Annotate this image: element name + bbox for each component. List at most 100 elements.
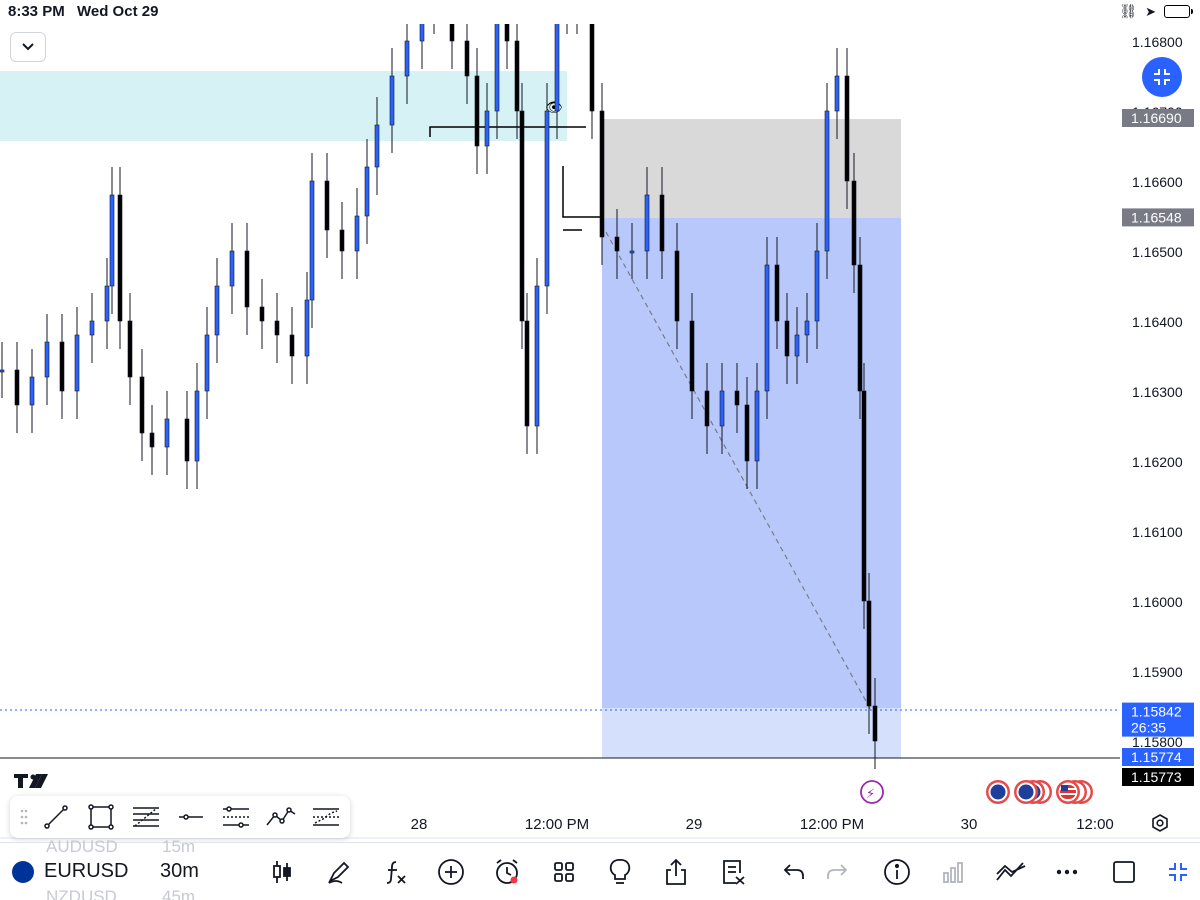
countdown-label: 26:35 <box>1131 720 1166 736</box>
link-icon: ⛓ <box>1119 3 1138 19</box>
take-profit-zone[interactable] <box>602 218 901 708</box>
chart-stats-button[interactable] <box>936 855 970 889</box>
trading-button[interactable] <box>994 855 1028 889</box>
price-tag: 1.15842 <box>1131 704 1182 720</box>
redo-icon <box>827 864 848 879</box>
collapse-icon <box>1169 863 1187 881</box>
equal-highs-line[interactable] <box>429 126 586 137</box>
add-button[interactable] <box>434 855 468 889</box>
candle-body <box>29 376 35 406</box>
symbol-selector[interactable]: EURUSD <box>44 860 129 882</box>
price-scale-label: 1.16400 <box>1132 314 1183 330</box>
alert-button[interactable] <box>490 855 524 889</box>
candle-body <box>89 320 95 336</box>
fib-retracement-tool[interactable] <box>125 799 167 835</box>
candle-body <box>764 264 770 392</box>
indicators-button[interactable] <box>378 855 412 889</box>
price-scale[interactable]: 1.168001.167001.166001.165001.164001.163… <box>1132 34 1183 750</box>
rectangle-icon <box>1113 861 1135 883</box>
share-button[interactable] <box>659 855 693 889</box>
layouts-button[interactable] <box>547 855 581 889</box>
redo-button[interactable] <box>820 855 854 889</box>
time-scale[interactable]: 28 12:00 PM 29 12:00 PM 30 12:00 <box>411 816 1114 833</box>
eu-events-group-icon[interactable] <box>1014 780 1052 804</box>
ghost-symbol-above: AUDUSD <box>46 837 118 856</box>
price-tag-bg <box>1122 208 1194 227</box>
pitchfork-tool[interactable] <box>305 799 347 835</box>
interval-selector[interactable]: 30m <box>160 860 199 882</box>
add-icon <box>438 859 464 885</box>
candle-body <box>289 334 295 357</box>
eu-event-icon[interactable] <box>986 780 1010 804</box>
status-icons: ⛓ ➤ <box>1119 3 1193 20</box>
ghost-interval-below: 45m <box>162 887 196 900</box>
flash-event-icon[interactable]: ⚡ <box>860 780 884 804</box>
supply-zone[interactable] <box>0 71 567 141</box>
chart-stats-icon <box>943 862 963 883</box>
price-scale-label: 1.16200 <box>1132 454 1183 470</box>
price-tag-bg <box>1122 748 1194 766</box>
candle-body <box>589 24 595 112</box>
candle-body <box>204 334 210 392</box>
undo-button[interactable] <box>777 855 811 889</box>
layouts-icon <box>554 862 574 882</box>
price-tag: 1.15773 <box>1131 769 1182 785</box>
trend-line-tool[interactable] <box>35 799 77 835</box>
svg-text:⚡: ⚡ <box>866 786 875 801</box>
horizontal-line-tool[interactable] <box>170 799 212 835</box>
info-button[interactable] <box>880 855 914 889</box>
rectangle-tool[interactable] <box>80 799 122 835</box>
candle-body <box>364 166 370 217</box>
more-button[interactable] <box>1050 855 1084 889</box>
price-tag: 1.16548 <box>1131 209 1182 225</box>
us-events-group-icon[interactable] <box>1056 780 1093 804</box>
candle-body <box>644 194 650 252</box>
ideas-button[interactable] <box>603 855 637 889</box>
collapse-button[interactable] <box>1161 855 1195 889</box>
break-line[interactable] <box>562 166 601 218</box>
rectangle-tool-icon <box>88 804 114 830</box>
candle-body <box>74 334 80 392</box>
candle-body <box>674 250 680 322</box>
path-tool[interactable] <box>260 799 302 835</box>
settings-icon[interactable] <box>1152 814 1168 832</box>
candle-body <box>304 299 310 357</box>
chart-type-button[interactable] <box>265 855 299 889</box>
time-scale-label: 12:00 <box>1076 816 1114 833</box>
below-zone <box>602 708 901 758</box>
drag-handle-icon[interactable] <box>16 799 32 835</box>
window-button[interactable] <box>1107 855 1141 889</box>
candle-body <box>599 110 605 238</box>
candle-body <box>127 320 133 378</box>
drawing-button[interactable] <box>322 855 356 889</box>
price-scale-label: 1.16500 <box>1132 244 1183 260</box>
stop-loss-zone[interactable] <box>602 119 901 218</box>
collapse-panel-button[interactable] <box>10 32 46 62</box>
status-date: Wed Oct 29 <box>77 3 159 20</box>
parallel-channel-tool[interactable] <box>215 799 257 835</box>
price-scale-label: 1.16100 <box>1132 524 1183 540</box>
candle-body <box>744 404 750 462</box>
candle-body <box>59 341 65 392</box>
candle-body <box>524 320 530 427</box>
candle-body <box>389 75 395 126</box>
candle-body <box>184 418 190 462</box>
watchlist-button[interactable] <box>716 855 750 889</box>
pitchfork-icon <box>313 808 339 826</box>
candles-icon <box>273 861 291 883</box>
candle-body <box>259 306 265 322</box>
price-scale-label: 1.16300 <box>1132 384 1183 400</box>
candle-body <box>104 285 110 322</box>
tradingview-logo[interactable] <box>14 774 48 788</box>
time-scale-label: 12:00 PM <box>525 816 589 833</box>
time-scale-label: 12:00 PM <box>800 816 864 833</box>
ghost-symbol-below: NZDUSD <box>46 887 117 900</box>
exit-fullscreen-button[interactable] <box>1142 57 1182 97</box>
collapse-arrows-icon <box>1154 69 1170 85</box>
price-chart[interactable]: 👁 1.168001.167001.166001.165001.164001.1… <box>0 24 1200 840</box>
candle-body <box>484 110 490 147</box>
price-tag-bg <box>1122 768 1194 786</box>
price-tag-bg <box>1122 702 1194 737</box>
candle-body <box>554 24 560 112</box>
price-tag: 1.16690 <box>1131 110 1182 126</box>
